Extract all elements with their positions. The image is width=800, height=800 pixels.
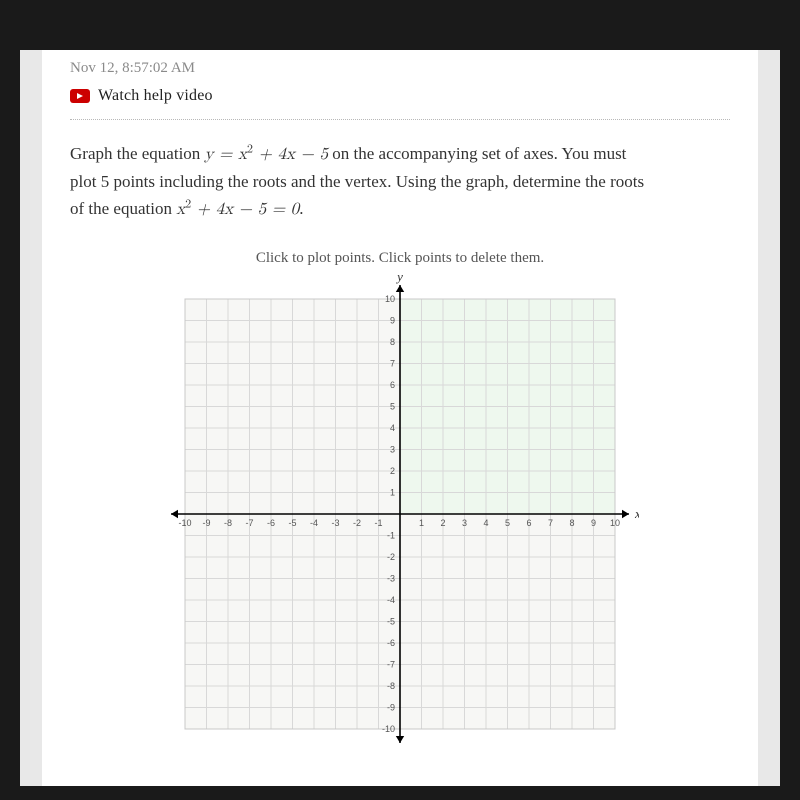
svg-text:-7: -7 [387, 659, 395, 669]
svg-text:9: 9 [390, 315, 395, 325]
svg-text:4: 4 [390, 423, 395, 433]
timestamp: Nov 12, 8:57:02 AM [70, 60, 730, 77]
text-fragment: on the accompanying set of axes. You mus… [328, 144, 626, 163]
chart-container: -10 -9 -8 -7 -6 -5 -4 -3 -2 -1 1 2 3 4 5 6 7 8 9 10 -10 -9 -8 -… [70, 275, 730, 753]
svg-text:-2: -2 [387, 552, 395, 562]
video-play-icon [70, 89, 90, 103]
equation-1: y = x2 + 4x − 5 [205, 146, 328, 163]
svg-text:-2: -2 [353, 518, 361, 528]
svg-text:-10: -10 [178, 518, 191, 528]
watch-help-video-link[interactable]: Watch help video [70, 87, 730, 105]
svg-text:1: 1 [419, 518, 424, 528]
question-card: Nov 12, 8:57:02 AM Watch help video Grap… [42, 50, 758, 786]
coordinate-plane[interactable]: -10 -9 -8 -7 -6 -5 -4 -3 -2 -1 1 2 3 4 5 6 7 8 9 10 -10 -9 -8 -… [161, 275, 639, 753]
svg-text:-6: -6 [387, 638, 395, 648]
watch-help-label: Watch help video [98, 87, 213, 105]
svg-text:2: 2 [440, 518, 445, 528]
divider [70, 119, 730, 120]
svg-text:-6: -6 [267, 518, 275, 528]
svg-text:6: 6 [526, 518, 531, 528]
text-fragment: of the equation [70, 199, 176, 218]
svg-text:3: 3 [462, 518, 467, 528]
svg-text:-10: -10 [382, 724, 395, 734]
svg-text:-1: -1 [374, 518, 382, 528]
svg-text:7: 7 [548, 518, 553, 528]
app-viewport: Nov 12, 8:57:02 AM Watch help video Grap… [20, 50, 780, 786]
svg-text:-9: -9 [202, 518, 210, 528]
text-fragment: plot 5 points including the roots and th… [70, 172, 644, 191]
text-fragment: Graph the equation [70, 144, 205, 163]
device-frame: Nov 12, 8:57:02 AM Watch help video Grap… [0, 0, 800, 800]
svg-text:y: y [395, 275, 403, 284]
svg-text:-8: -8 [387, 681, 395, 691]
svg-text:9: 9 [591, 518, 596, 528]
svg-text:5: 5 [390, 401, 395, 411]
svg-text:10: 10 [610, 518, 620, 528]
svg-text:-8: -8 [224, 518, 232, 528]
svg-text:3: 3 [390, 444, 395, 454]
plot-instruction: Click to plot points. Click points to de… [70, 250, 730, 267]
svg-text:10: 10 [385, 294, 395, 304]
svg-text:-5: -5 [387, 616, 395, 626]
svg-text:-4: -4 [387, 595, 395, 605]
equation-2: x2 + 4x − 5 = 0 [176, 201, 299, 218]
svg-text:8: 8 [569, 518, 574, 528]
svg-text:2: 2 [390, 466, 395, 476]
svg-text:-9: -9 [387, 702, 395, 712]
svg-text:x: x [634, 506, 639, 521]
svg-text:1: 1 [390, 487, 395, 497]
problem-statement: Graph the equation y = x2 + 4x − 5 on th… [70, 140, 730, 224]
svg-text:7: 7 [390, 358, 395, 368]
svg-text:-5: -5 [288, 518, 296, 528]
svg-text:5: 5 [505, 518, 510, 528]
svg-text:8: 8 [390, 337, 395, 347]
svg-text:4: 4 [483, 518, 488, 528]
text-fragment: . [299, 199, 303, 218]
svg-text:-7: -7 [245, 518, 253, 528]
svg-text:-1: -1 [387, 530, 395, 540]
svg-text:6: 6 [390, 380, 395, 390]
svg-text:-3: -3 [331, 518, 339, 528]
svg-text:-3: -3 [387, 573, 395, 583]
svg-text:-4: -4 [310, 518, 318, 528]
